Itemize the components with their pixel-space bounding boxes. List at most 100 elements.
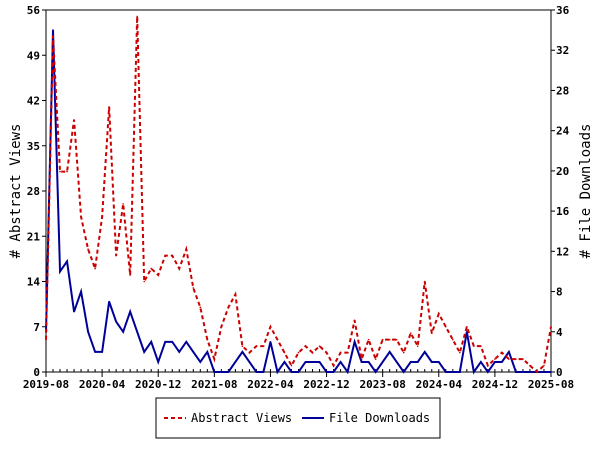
- data-point-abstract-views: [283, 351, 286, 354]
- right-tick-label: 12: [556, 245, 569, 258]
- data-point-file-downloads: [543, 371, 545, 373]
- data-point-file-downloads: [494, 361, 496, 363]
- right-tick-label: 8: [556, 286, 563, 299]
- data-point-abstract-views: [178, 267, 181, 270]
- right-tick-label: 4: [556, 326, 563, 339]
- data-point-abstract-views: [416, 345, 419, 347]
- data-point-file-downloads: [136, 330, 138, 333]
- left-tick-label: 49: [27, 49, 40, 62]
- data-point-file-downloads: [129, 310, 131, 313]
- data-point-abstract-views: [171, 254, 174, 257]
- x-tick-label: 2024-12: [472, 378, 518, 391]
- data-point-file-downloads: [487, 371, 489, 373]
- data-point-abstract-views: [409, 332, 412, 335]
- data-point-abstract-views: [220, 325, 223, 328]
- data-point-file-downloads: [311, 361, 314, 363]
- data-point-file-downloads: [501, 361, 503, 363]
- data-point-file-downloads: [150, 341, 153, 343]
- data-point-abstract-views: [101, 216, 103, 218]
- x-tick-label: 2025-08: [528, 378, 574, 391]
- data-point-file-downloads: [402, 371, 405, 373]
- data-point-abstract-views: [192, 287, 195, 289]
- data-point-file-downloads: [374, 371, 377, 373]
- left-tick-label: 28: [27, 185, 40, 198]
- right-tick-label: 28: [556, 84, 569, 97]
- data-point-abstract-views: [353, 319, 356, 322]
- data-point-file-downloads: [325, 371, 328, 373]
- data-point-abstract-views: [430, 332, 433, 335]
- data-point-abstract-views: [374, 358, 377, 360]
- data-point-file-downloads: [164, 341, 167, 343]
- data-point-file-downloads: [444, 371, 447, 373]
- data-point-abstract-views: [367, 338, 370, 341]
- data-point-abstract-views: [346, 351, 349, 354]
- data-point-file-downloads: [276, 371, 279, 373]
- data-point-abstract-views: [402, 351, 405, 354]
- data-point-abstract-views: [423, 280, 426, 283]
- data-point-abstract-views: [473, 345, 475, 347]
- left-tick-label: 35: [27, 140, 40, 153]
- data-point-abstract-views: [311, 351, 314, 354]
- data-point-abstract-views: [395, 338, 398, 341]
- data-point-file-downloads: [101, 351, 103, 353]
- data-point-file-downloads: [283, 361, 286, 363]
- data-point-abstract-views: [325, 351, 328, 354]
- right-tick-label: 16: [556, 205, 570, 218]
- data-point-file-downloads: [262, 371, 265, 373]
- data-point-abstract-views: [494, 358, 496, 360]
- data-point-file-downloads: [508, 351, 510, 353]
- data-point-abstract-views: [487, 364, 489, 367]
- data-point-file-downloads: [157, 361, 160, 363]
- data-point-file-downloads: [192, 351, 195, 353]
- data-point-abstract-views: [290, 364, 293, 367]
- data-point-file-downloads: [73, 310, 75, 313]
- data-point-abstract-views: [122, 203, 124, 205]
- x-tick-label: 2019-08: [23, 378, 69, 391]
- data-point-file-downloads: [234, 361, 237, 363]
- data-point-file-downloads: [388, 351, 391, 353]
- data-point-file-downloads: [213, 371, 216, 373]
- data-point-file-downloads: [529, 371, 531, 373]
- right-tick-label: 36: [556, 4, 570, 17]
- data-point-file-downloads: [94, 351, 96, 353]
- data-point-file-downloads: [297, 371, 300, 373]
- data-point-file-downloads: [59, 270, 61, 273]
- x-tick-label: 2024-04: [416, 378, 463, 391]
- data-point-abstract-views: [94, 267, 96, 270]
- legend-label-abstract-views: Abstract Views: [191, 411, 292, 425]
- data-point-file-downloads: [178, 351, 181, 353]
- data-point-file-downloads: [255, 371, 258, 373]
- left-tick-label: 21: [27, 230, 41, 243]
- right-tick-label: 24: [556, 125, 570, 138]
- data-point-abstract-views: [437, 313, 440, 315]
- data-point-abstract-views: [45, 338, 47, 341]
- legend-label-file-downloads: File Downloads: [329, 411, 430, 425]
- data-point-abstract-views: [157, 274, 160, 276]
- data-point-abstract-views: [459, 351, 461, 354]
- data-point-file-downloads: [353, 341, 356, 343]
- data-point-file-downloads: [304, 361, 307, 363]
- data-point-abstract-views: [73, 119, 75, 121]
- plot-area: [45, 9, 552, 373]
- data-point-abstract-views: [480, 345, 482, 347]
- data-point-file-downloads: [367, 361, 370, 363]
- data-point-abstract-views: [297, 351, 300, 354]
- data-point-file-downloads: [269, 341, 272, 343]
- right-tick-label: 20: [556, 165, 569, 178]
- data-point-abstract-views: [360, 358, 363, 360]
- data-point-file-downloads: [473, 371, 475, 373]
- data-point-abstract-views: [262, 345, 265, 347]
- x-tick-label: 2023-08: [359, 378, 405, 391]
- x-axis: 2019-08 2020-04 2020-12 2021-08 2022-04 2022-…: [23, 372, 574, 391]
- data-point-file-downloads: [241, 351, 244, 353]
- left-tick-label: 42: [27, 95, 40, 108]
- data-point-abstract-views: [318, 345, 321, 347]
- data-point-abstract-views: [508, 358, 510, 360]
- data-point-file-downloads: [360, 361, 363, 363]
- data-point-abstract-views: [150, 267, 153, 270]
- data-point-abstract-views: [199, 306, 202, 309]
- data-point-file-downloads: [318, 361, 321, 363]
- data-point-abstract-views: [129, 274, 131, 276]
- x-tick-label: 2022-12: [303, 378, 349, 391]
- data-point-abstract-views: [234, 293, 237, 296]
